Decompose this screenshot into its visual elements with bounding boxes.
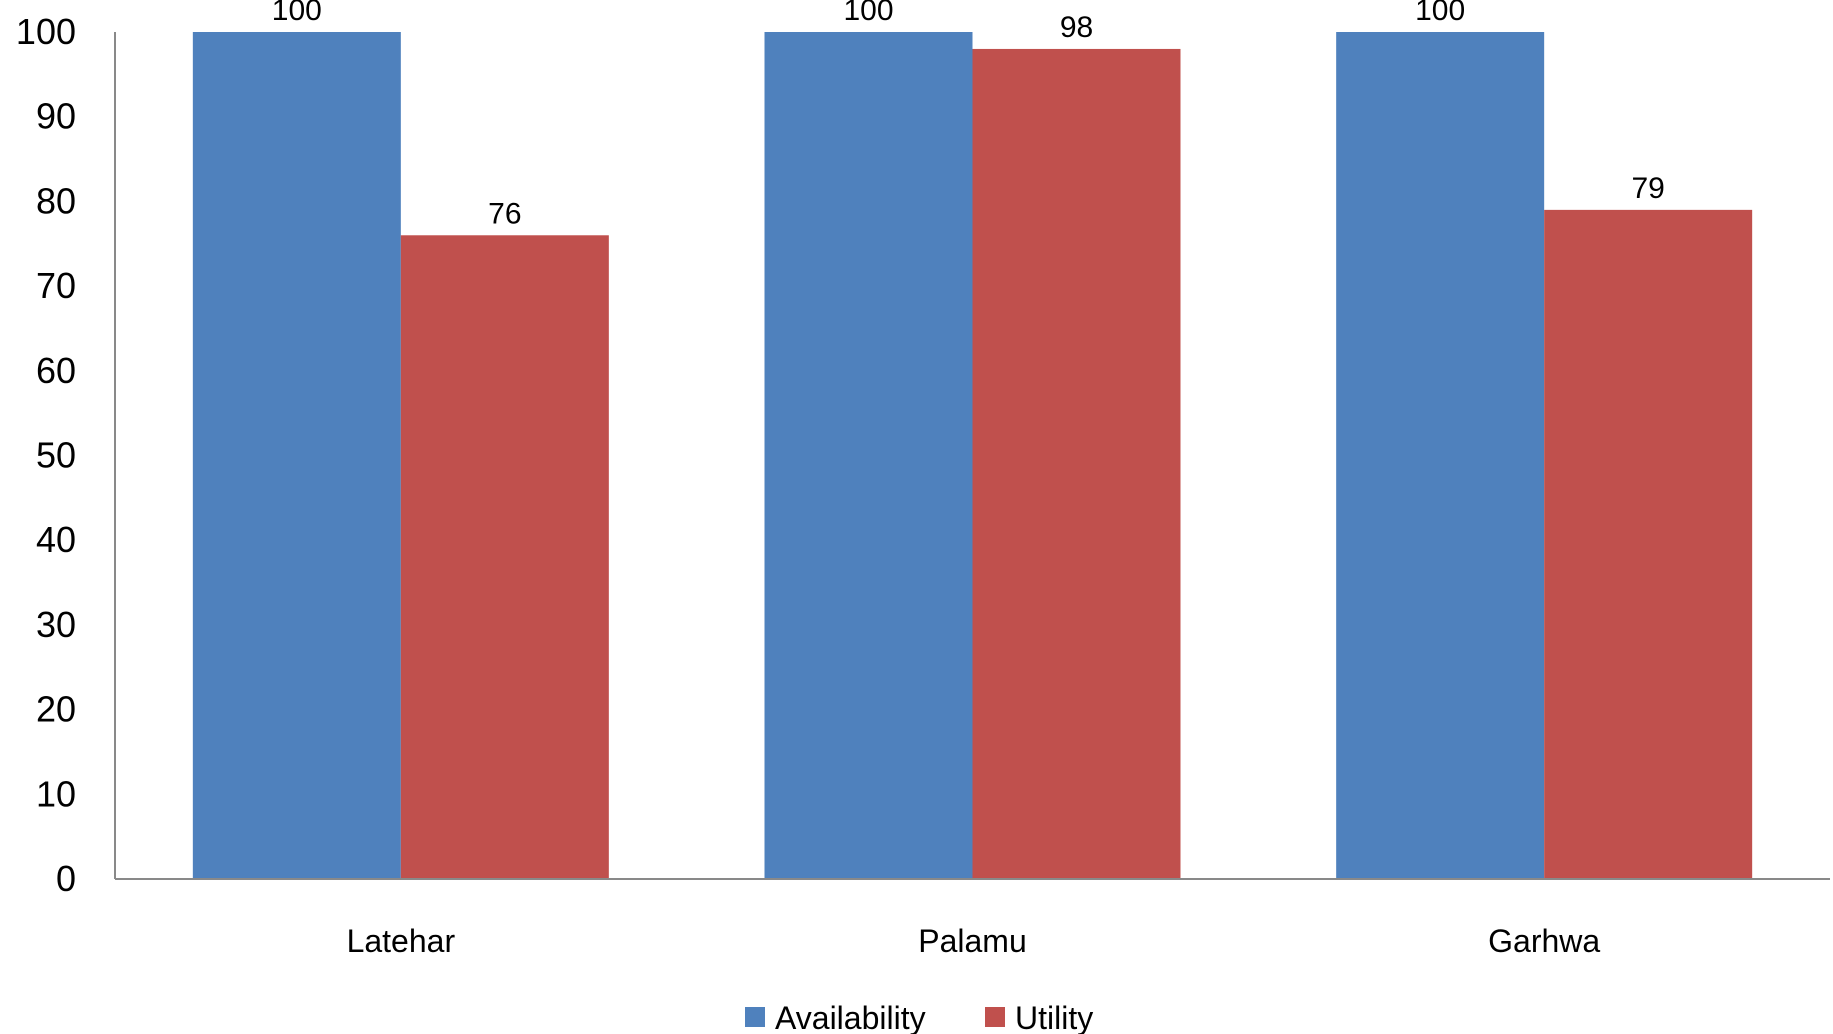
y-tick-label: 80 xyxy=(36,180,76,221)
data-label: 76 xyxy=(488,197,521,230)
y-tick-label: 90 xyxy=(36,96,76,137)
x-axis-category-labels: Latehar Palamu Garhwa xyxy=(347,923,1601,959)
legend-label-availability: Availability xyxy=(775,1000,926,1034)
legend-swatch-availability xyxy=(745,1007,765,1027)
data-label: 79 xyxy=(1631,172,1664,205)
legend-label-utility: Utility xyxy=(1015,1000,1093,1034)
data-labels: 100 76 100 98 100 79 xyxy=(272,0,1665,230)
data-label: 98 xyxy=(1060,11,1093,44)
x-tick-label-palamu: Palamu xyxy=(918,923,1027,959)
y-tick-label: 10 xyxy=(36,773,76,814)
legend-swatch-utility xyxy=(985,1007,1005,1027)
bar-utility-palamu xyxy=(972,48,1181,879)
y-tick-label: 70 xyxy=(36,265,76,306)
data-label: 100 xyxy=(1415,0,1465,27)
y-tick-label: 50 xyxy=(36,435,76,476)
legend: Availability Utility xyxy=(745,1000,1093,1034)
y-tick-label: 30 xyxy=(36,604,76,645)
bar-availability-latehar xyxy=(192,32,401,879)
y-tick-label: 40 xyxy=(36,519,76,560)
y-tick-label: 100 xyxy=(16,11,76,52)
y-tick-label: 20 xyxy=(36,689,76,730)
data-label: 100 xyxy=(843,0,893,27)
x-tick-label-latehar: Latehar xyxy=(347,923,456,959)
axes xyxy=(114,32,1830,880)
x-tick-label-garhwa: Garhwa xyxy=(1488,923,1600,959)
y-axis-ticks: 0 10 20 30 40 50 60 70 80 90 100 xyxy=(16,11,76,899)
bar-utility-latehar xyxy=(400,235,609,879)
y-tick-label: 0 xyxy=(56,858,76,899)
bars xyxy=(192,32,1753,879)
y-tick-label: 60 xyxy=(36,350,76,391)
data-label: 100 xyxy=(272,0,322,27)
bar-availability-garhwa xyxy=(1336,32,1545,879)
bar-utility-garhwa xyxy=(1544,209,1753,879)
bar-availability-palamu xyxy=(764,32,973,879)
